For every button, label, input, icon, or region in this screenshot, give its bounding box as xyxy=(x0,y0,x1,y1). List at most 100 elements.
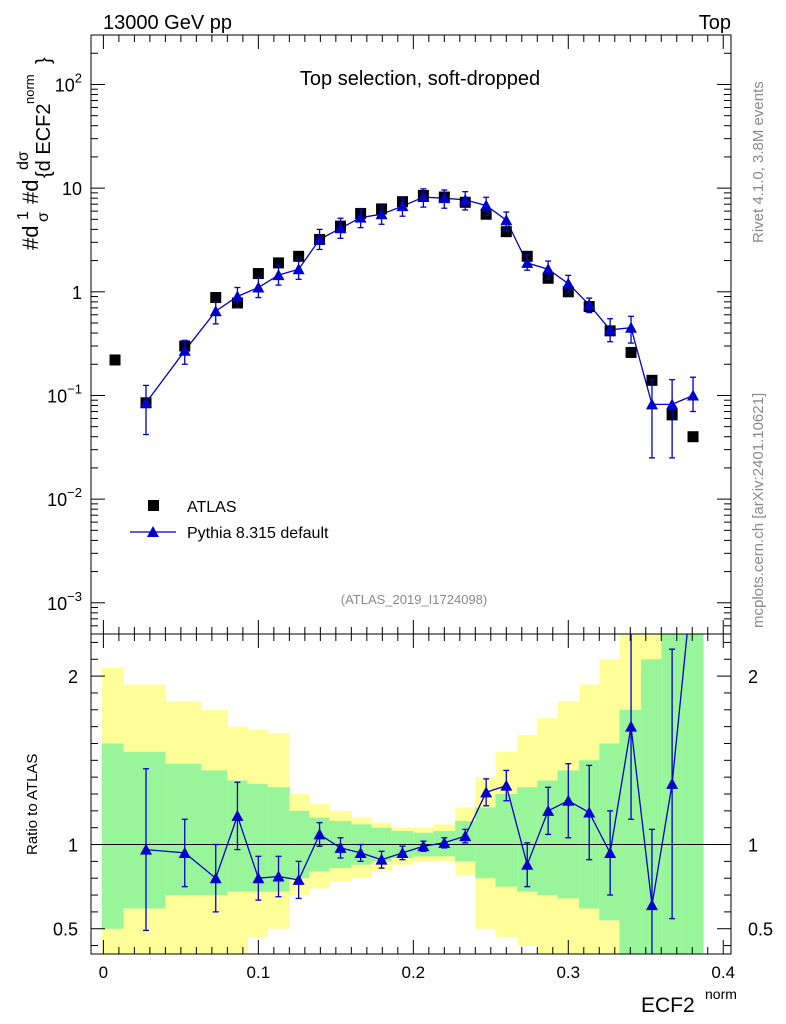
ratio-point xyxy=(438,836,451,848)
ratio-point xyxy=(645,899,658,911)
y-tick-label-exponent: −1 xyxy=(67,381,82,396)
band-inner-bin xyxy=(267,787,290,892)
x-tick-label: 0.2 xyxy=(402,963,426,982)
ylabel-part-f: {d ECF2 xyxy=(33,104,55,178)
ratio-uncertainty-bands xyxy=(101,634,704,954)
ratio-point xyxy=(396,846,409,858)
ratio-point xyxy=(178,846,191,858)
mc-point xyxy=(480,199,493,211)
mc-point xyxy=(438,192,451,204)
mc-point xyxy=(666,398,679,410)
ratio-point xyxy=(521,858,534,870)
y-tick-label-main: 102 xyxy=(55,70,82,95)
mc-point xyxy=(272,269,285,281)
ratio-point xyxy=(209,872,222,884)
mc-series-line xyxy=(145,196,694,406)
mc-point xyxy=(396,200,409,212)
y-tick-label-mantissa: 10 xyxy=(47,594,67,614)
energy-label: 13000 GeV pp xyxy=(103,12,232,34)
data-point xyxy=(252,268,264,280)
x-axis-label-main: ECF2 xyxy=(641,994,695,1017)
x-axis-label-sup: norm xyxy=(705,986,737,1002)
mc-point xyxy=(140,396,153,408)
mc-point xyxy=(334,222,347,234)
y-tick-label-exponent: −3 xyxy=(67,589,82,604)
main-plot-frame xyxy=(90,34,732,635)
mc-point xyxy=(645,398,658,410)
y-tick-label-ratio-left: 0.5 xyxy=(53,920,78,940)
data-point xyxy=(273,257,285,269)
ratio-point xyxy=(666,777,679,789)
ratio-point xyxy=(500,779,513,791)
data-point xyxy=(687,431,699,443)
ratio-point xyxy=(252,872,265,884)
ratio-series-line xyxy=(145,634,688,906)
band-inner-bin xyxy=(201,770,228,896)
x-tick-label: 0.4 xyxy=(711,963,735,982)
y-tick-label-exponent: 2 xyxy=(75,70,82,85)
y-tick-label-main: 10 xyxy=(62,179,82,199)
y-tick-label-main: 10−1 xyxy=(47,381,82,406)
process-label: Top xyxy=(699,12,731,34)
x-axis-label: ECF2 norm xyxy=(641,986,737,1017)
data-point xyxy=(293,250,305,262)
legend-data-marker xyxy=(148,500,159,511)
mc-point xyxy=(625,321,638,333)
mc-point xyxy=(354,211,367,223)
mc-point xyxy=(583,298,596,310)
mc-point xyxy=(500,214,513,226)
band-inner-bin xyxy=(247,783,269,892)
mc-point xyxy=(687,389,700,401)
y-tick-label-main: 10−3 xyxy=(47,589,82,614)
mc-point xyxy=(542,263,555,275)
y-tick-label-ratio-left: 2 xyxy=(68,667,78,687)
band-inner-bin xyxy=(495,794,518,887)
y-tick-label-mantissa: 10 xyxy=(47,490,67,510)
ratio-point xyxy=(375,853,388,865)
band-inner-bin xyxy=(101,743,124,929)
rivet-version-label: Rivet 4.1.0, 3.8M events xyxy=(750,81,767,243)
band-inner-bin xyxy=(475,807,496,879)
ratio-y-axis-label: Ratio to ATLAS xyxy=(24,754,41,855)
main-series xyxy=(109,188,700,459)
ratio-point xyxy=(231,809,244,821)
data-point xyxy=(500,226,512,238)
y-tick-label-main: 10−2 xyxy=(47,485,82,510)
ylabel-part-d: #d xyxy=(18,180,43,204)
y-tick-label-ratio-right: 2 xyxy=(748,667,758,687)
band-inner-bin xyxy=(123,751,166,909)
mcplots-label: mcplots.cern.ch [arXiv:2401.10621] xyxy=(750,393,767,628)
mc-point xyxy=(562,277,575,289)
mc-point xyxy=(313,233,326,245)
y-tick-label-mantissa: 10 xyxy=(47,386,67,406)
ratio-point xyxy=(604,846,617,858)
plot-title: Top selection, soft-dropped xyxy=(300,68,540,90)
ylabel-part-h: } xyxy=(33,57,55,64)
x-tick-label: 0.3 xyxy=(556,963,580,982)
mc-point xyxy=(375,208,388,220)
legend-data-label: ATLAS xyxy=(187,499,237,516)
analysis-id-label: (ATLAS_2019_I1724098) xyxy=(341,592,487,607)
ratio-point xyxy=(542,804,555,816)
ylabel-part-e: dσ xyxy=(15,151,32,170)
ratio-point xyxy=(313,828,326,840)
x-tick-label: 0 xyxy=(99,963,108,982)
data-point xyxy=(109,354,121,366)
legend-mc-marker xyxy=(147,526,159,537)
ratio-point xyxy=(562,794,575,806)
y-tick-label-ratio-left: 1 xyxy=(68,836,78,856)
legend: ATLAS Pythia 8.315 default xyxy=(130,499,329,542)
legend-mc-label: Pythia 8.315 default xyxy=(187,525,329,542)
ratio-point xyxy=(583,806,596,818)
ratio-point xyxy=(334,841,347,853)
band-inner-bin xyxy=(165,763,202,896)
mc-point xyxy=(604,323,617,335)
y-tick-label-mantissa: 10 xyxy=(55,75,75,95)
ylabel-part-b: 1 xyxy=(15,211,32,220)
y-tick-label-ratio-right: 1 xyxy=(748,836,758,856)
ratio-point xyxy=(354,846,367,858)
mc-point xyxy=(178,344,191,356)
mc-point xyxy=(209,305,222,317)
data-point xyxy=(625,346,637,358)
